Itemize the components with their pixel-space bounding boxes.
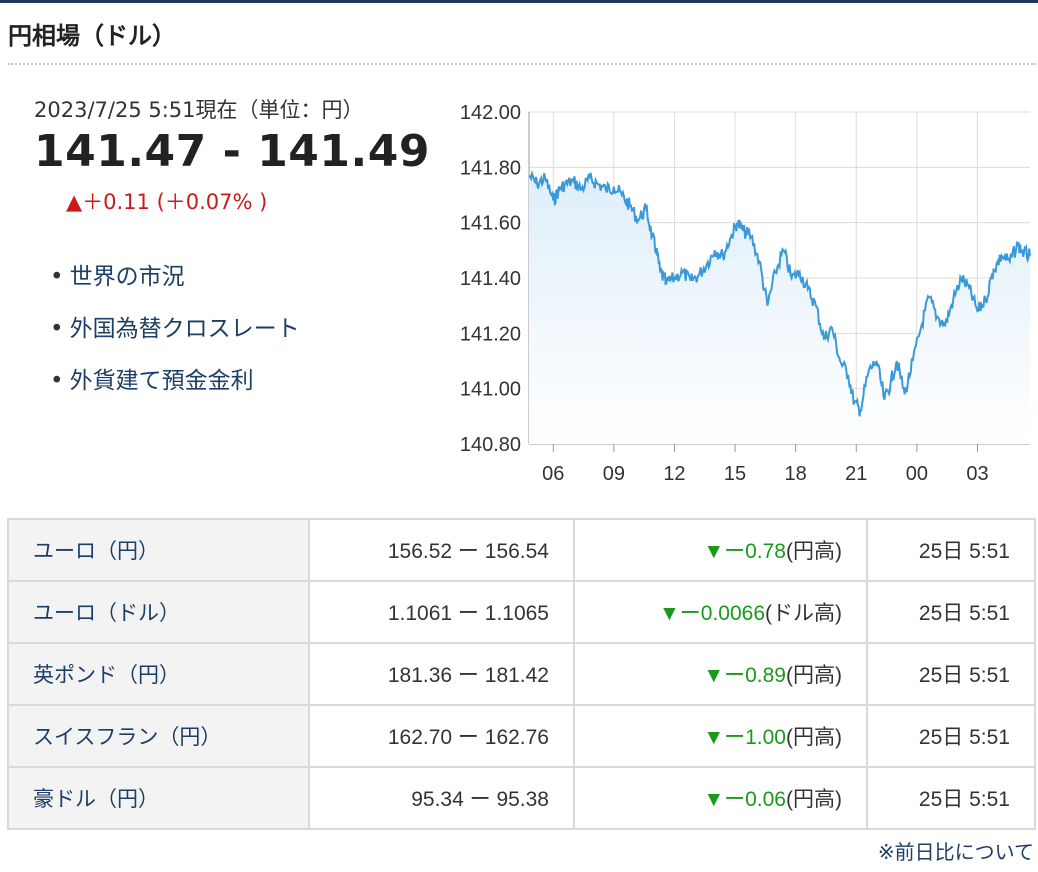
rate-value: 162.70 ー 162.76 (308, 704, 575, 768)
y-tick-label: 141.40 (460, 268, 521, 290)
quote-datetime: 2023/7/25 5:51現在（単位：円） (34, 98, 364, 122)
page-title: 円相場（ドル） (8, 22, 176, 50)
table-row: ユーロ（ドル） 1.1061 ー 1.1065 ▼ー0.0066(ドル高) 25… (7, 580, 1036, 644)
x-tick-label: 00 (906, 463, 928, 485)
y-tick-label: 141.80 (460, 157, 521, 179)
change-value: ▼ー0.0066 (658, 602, 765, 625)
y-tick-label: 141.00 (460, 379, 521, 401)
table-row: 豪ドル（円） 95.34 ー 95.38 ▼ー0.06(円高) 25日 5:51 (7, 766, 1036, 830)
currency-name: 豪ドル（円） (7, 766, 310, 830)
update-time: 25日 5:51 (866, 518, 1036, 582)
table-row: ユーロ（円） 156.52 ー 156.54 ▼ー0.78(円高) 25日 5:… (7, 518, 1036, 582)
cross-rate-table: ユーロ（円） 156.52 ー 156.54 ▼ー0.78(円高) 25日 5:… (7, 518, 1036, 830)
rate-value: 156.52 ー 156.54 (308, 518, 575, 582)
price-area (529, 172, 1030, 445)
change-value: ▼ー0.78 (703, 540, 786, 563)
update-time: 25日 5:51 (866, 642, 1036, 706)
related-links: • 世界の市況 • 外国為替クロスレート • 外貨建て預金金利 (50, 258, 300, 414)
table-row: スイスフラン（円） 162.70 ー 162.76 ▼ー1.00(円高) 25日… (7, 704, 1036, 768)
x-tick-label: 06 (542, 463, 564, 485)
update-time: 25日 5:51 (866, 580, 1036, 644)
rate-change: ▼ー0.0066(ドル高) (573, 580, 868, 644)
rate-value: 181.36 ー 181.42 (308, 642, 575, 706)
x-tick-label: 09 (603, 463, 625, 485)
y-tick-label: 142.00 (460, 102, 521, 124)
rate-change: ▼ー0.89(円高) (573, 642, 868, 706)
x-tick-label: 15 (724, 463, 746, 485)
price-line (528, 169, 1031, 417)
update-time: 25日 5:51 (866, 704, 1036, 768)
link-deposit-rates[interactable]: 外貨建て預金金利 (69, 368, 254, 394)
change-direction: (円高) (786, 726, 842, 749)
rate-change: ▼ー1.00(円高) (573, 704, 868, 768)
change-direction: (円高) (786, 664, 842, 687)
y-tick-label: 140.80 (460, 434, 521, 456)
rate-value: 1.1061 ー 1.1065 (308, 580, 575, 644)
change-value: ▼ー1.00 (703, 726, 786, 749)
x-tick-label: 12 (663, 463, 685, 485)
quote-change: ▲＋0.11 (＋0.07% ) (66, 190, 268, 214)
x-axis-labels: 06 09 12 15 18 21 00 03 (542, 463, 988, 485)
link-item-cross-rates: • 外国為替クロスレート (50, 310, 300, 362)
change-value: ▼ー0.89 (703, 664, 786, 687)
currency-name: ユーロ（円） (7, 518, 310, 582)
usd-jpy-chart: 142.00 141.80 141.60 141.40 141.20 141.00 140.… (460, 102, 1031, 485)
change-direction: (円高) (786, 540, 842, 563)
bullet-icon: • (50, 368, 64, 394)
currency-name: ユーロ（ドル） (7, 580, 310, 644)
x-tick-label: 21 (845, 463, 867, 485)
currency-name: スイスフラン（円） (7, 704, 310, 768)
change-direction: (円高) (786, 788, 842, 811)
x-tick-label: 18 (785, 463, 807, 485)
link-cross-rates[interactable]: 外国為替クロスレート (69, 316, 300, 342)
rate-value: 95.34 ー 95.38 (308, 766, 575, 830)
x-tick-label: 03 (966, 463, 988, 485)
rate-change: ▼ー0.06(円高) (573, 766, 868, 830)
link-world-markets[interactable]: 世界の市況 (69, 264, 185, 290)
link-item-world-markets: • 世界の市況 (50, 258, 300, 310)
change-note-link[interactable]: ※前日比について (877, 840, 1034, 864)
link-item-deposit-rates: • 外貨建て預金金利 (50, 362, 300, 414)
quote-rate: 141.47 - 141.49 (34, 126, 430, 177)
y-axis-labels: 142.00 141.80 141.60 141.40 141.20 141.00 140.… (460, 102, 521, 456)
currency-name: 英ポンド（円） (7, 642, 310, 706)
change-value: ▼ー0.06 (703, 788, 786, 811)
dotted-divider (8, 63, 1036, 65)
bullet-icon: • (50, 264, 64, 290)
change-direction: (ドル高) (765, 602, 842, 625)
table-row: 英ポンド（円） 181.36 ー 181.42 ▼ー0.89(円高) 25日 5… (7, 642, 1036, 706)
rate-change: ▼ー0.78(円高) (573, 518, 868, 582)
y-tick-label: 141.60 (460, 213, 521, 235)
top-border (0, 0, 1038, 3)
bullet-icon: • (50, 316, 64, 342)
update-time: 25日 5:51 (866, 766, 1036, 830)
y-tick-label: 141.20 (460, 323, 521, 345)
